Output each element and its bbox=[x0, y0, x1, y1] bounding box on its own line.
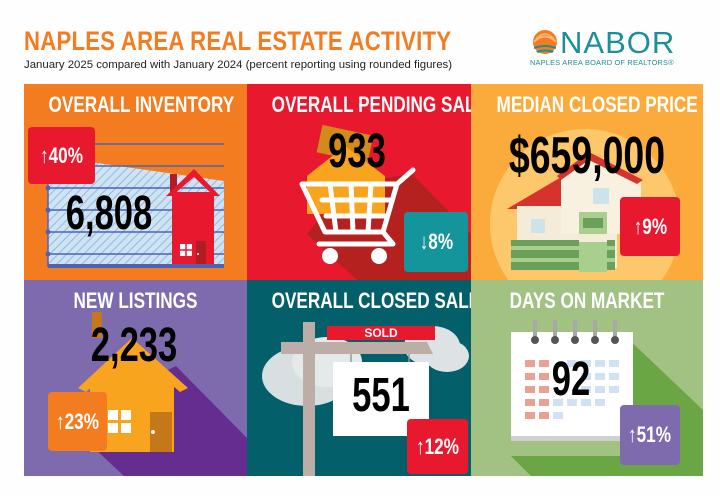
panel-median-closed-price: MEDIAN CLOSED PRICE $659,000 ↑9% bbox=[471, 84, 703, 280]
logo-tagline: NAPLES AREA BOARD OF REALTORS® bbox=[530, 58, 674, 67]
change-badge: ↑12% bbox=[407, 419, 468, 474]
panel-days-on-market: DAYS ON MARKET 92 ↑51% bbox=[471, 280, 703, 476]
sold-label: SOLD bbox=[364, 326, 398, 340]
arrow-up-icon: ↑ bbox=[40, 142, 49, 168]
change-value: 51% bbox=[637, 422, 672, 447]
change-value: 9% bbox=[641, 213, 667, 239]
median-price-value: $659,000 bbox=[508, 127, 666, 185]
arrow-up-icon: ↑ bbox=[628, 422, 638, 447]
change-badge: ↓8% bbox=[404, 212, 468, 272]
house-icon bbox=[64, 312, 247, 476]
closed-sales-value: 551 bbox=[352, 369, 410, 422]
new-listings-value: 2,233 bbox=[90, 319, 178, 372]
arrow-down-icon: ↓ bbox=[419, 229, 428, 254]
nabor-logo: NABOR NAPLES AREA BOARD OF REALTORS® bbox=[530, 25, 700, 68]
arrow-up-icon: ↑ bbox=[633, 213, 642, 239]
panel-overall-inventory: OVERALL INVENTORY bbox=[24, 84, 247, 280]
panel-pending-sales: OVERALL PENDING SALES 933 ↓8% bbox=[247, 84, 471, 280]
panel-title: DAYS ON MARKET bbox=[509, 288, 665, 313]
stats-grid: OVERALL INVENTORY bbox=[24, 84, 703, 476]
change-badge: ↑51% bbox=[620, 405, 680, 465]
arrow-up-icon: ↑ bbox=[56, 408, 65, 434]
shell-icon bbox=[533, 30, 557, 54]
panel-title: OVERALL CLOSED SALES bbox=[271, 288, 471, 313]
panel-title: MEDIAN CLOSED PRICE bbox=[496, 92, 698, 117]
change-badge: ↑23% bbox=[48, 392, 107, 451]
page-subtitle: January 2025 compared with January 2024 … bbox=[24, 59, 453, 71]
change-value: 8% bbox=[427, 229, 453, 254]
page-title: NAPLES AREA REAL ESTATE ACTIVITY bbox=[24, 26, 452, 56]
panel-closed-sales: SOLD OVERALL CLOSED SALES 551 ↑12% bbox=[247, 280, 471, 476]
panel-title: OVERALL PENDING SALES bbox=[271, 92, 471, 117]
panel-title: NEW LISTINGS bbox=[73, 288, 198, 313]
pending-value: 933 bbox=[328, 125, 386, 178]
change-badge: ↑40% bbox=[28, 127, 95, 184]
logo-name: NABOR bbox=[560, 25, 676, 60]
change-value: 40% bbox=[48, 142, 83, 168]
panel-new-listings: NEW LISTINGS 2,233 ↑23% bbox=[24, 280, 247, 476]
days-on-market-value: 92 bbox=[551, 353, 591, 406]
change-value: 12% bbox=[424, 433, 459, 459]
sold-sign-icon bbox=[262, 322, 469, 476]
change-value: 23% bbox=[64, 408, 99, 434]
change-badge: ↑9% bbox=[620, 197, 680, 256]
arrow-up-icon: ↑ bbox=[416, 433, 425, 459]
panel-title: OVERALL INVENTORY bbox=[48, 92, 235, 117]
inventory-value: 6,808 bbox=[65, 187, 153, 240]
